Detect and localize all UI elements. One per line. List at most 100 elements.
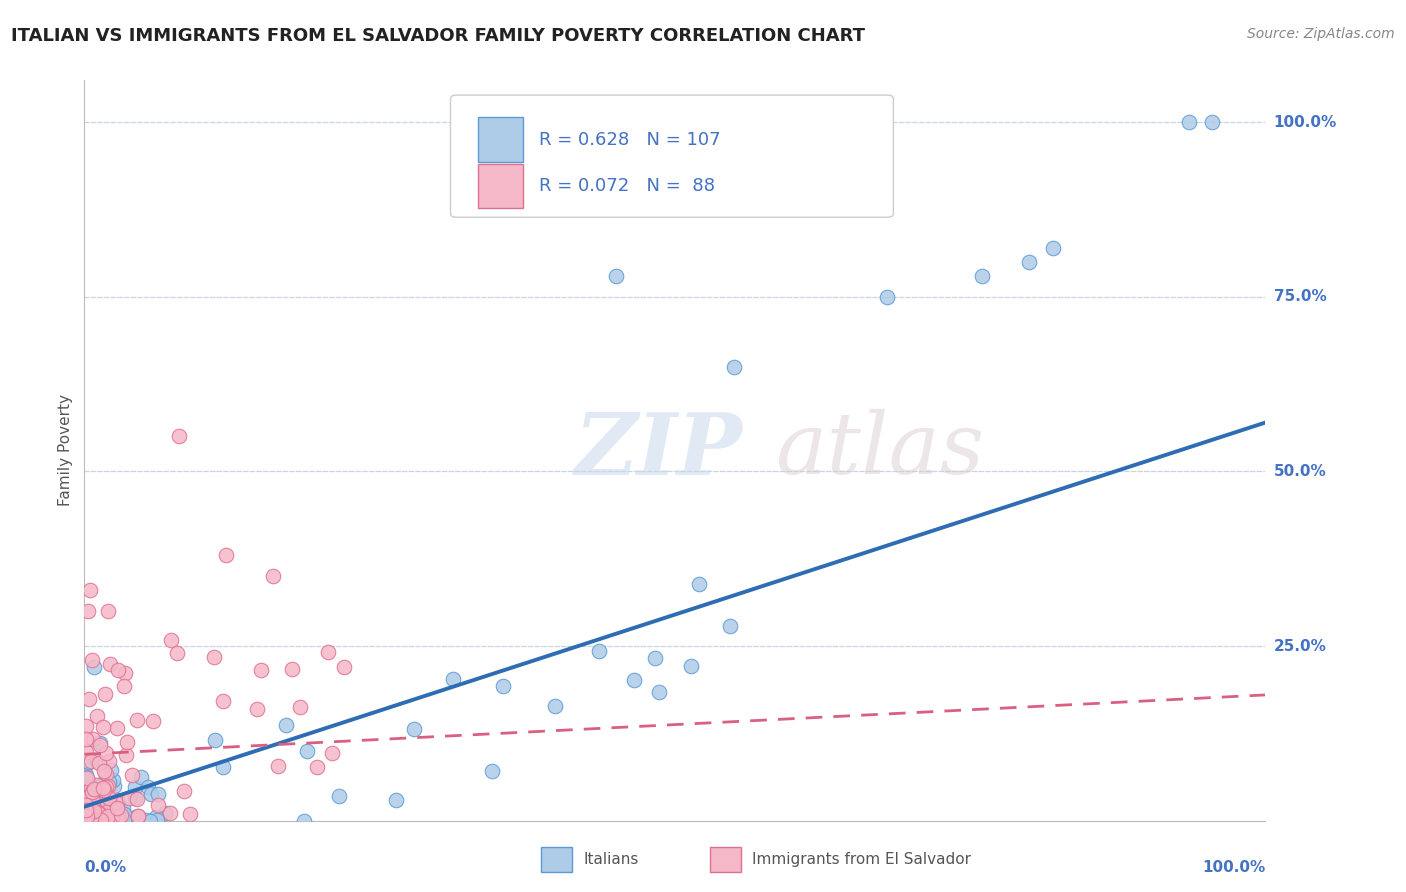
- FancyBboxPatch shape: [450, 95, 893, 218]
- Point: [179, 807, 201, 822]
- Point: [84, 797, 107, 812]
- Point: [77, 803, 100, 817]
- Point: [290, 699, 312, 714]
- Point: [77, 692, 100, 706]
- Point: [588, 644, 610, 658]
- Point: [103, 801, 125, 815]
- Point: [77, 790, 100, 805]
- Point: [82, 731, 104, 746]
- Point: [97, 790, 120, 805]
- Point: [127, 809, 149, 823]
- Point: [100, 764, 122, 778]
- Point: [97, 780, 120, 794]
- Point: [718, 619, 741, 633]
- Point: [481, 764, 503, 779]
- Point: [135, 813, 157, 827]
- Point: [100, 805, 122, 820]
- Point: [75, 801, 97, 815]
- Point: [77, 786, 100, 800]
- Point: [79, 583, 101, 598]
- Point: [93, 800, 115, 814]
- Point: [305, 759, 328, 773]
- Point: [114, 679, 136, 693]
- Point: [267, 758, 290, 772]
- Point: [105, 796, 128, 810]
- Point: [76, 808, 98, 822]
- Point: [86, 754, 108, 768]
- Point: [94, 687, 117, 701]
- Point: [75, 770, 97, 784]
- Point: [87, 756, 110, 771]
- Point: [166, 646, 188, 660]
- Point: [93, 780, 115, 795]
- Point: [105, 811, 128, 825]
- Point: [107, 812, 129, 826]
- Point: [83, 804, 105, 818]
- Point: [84, 796, 107, 810]
- Point: [83, 791, 105, 805]
- Point: [86, 805, 108, 819]
- Point: [87, 778, 110, 792]
- Point: [204, 733, 226, 747]
- Point: [84, 806, 107, 821]
- Point: [124, 810, 146, 824]
- Point: [76, 811, 98, 825]
- Point: [94, 780, 117, 795]
- Point: [87, 813, 110, 827]
- Point: [76, 771, 98, 785]
- Point: [118, 791, 141, 805]
- Point: [167, 429, 190, 443]
- Point: [688, 577, 710, 591]
- Point: [90, 810, 112, 824]
- FancyBboxPatch shape: [478, 118, 523, 161]
- Point: [75, 810, 97, 824]
- Point: [136, 780, 159, 795]
- Point: [80, 754, 103, 768]
- Point: [89, 802, 111, 816]
- Point: [80, 781, 103, 796]
- Point: [112, 813, 135, 827]
- Text: 100.0%: 100.0%: [1274, 115, 1337, 129]
- Point: [212, 694, 235, 708]
- Point: [86, 709, 108, 723]
- Point: [75, 719, 97, 733]
- Point: [76, 813, 98, 827]
- Point: [146, 797, 169, 812]
- Point: [644, 651, 666, 665]
- Point: [80, 812, 103, 826]
- Point: [105, 793, 128, 807]
- Point: [75, 810, 97, 824]
- Point: [87, 780, 110, 795]
- Point: [83, 660, 105, 674]
- Point: [86, 813, 108, 827]
- Point: [89, 736, 111, 750]
- Point: [328, 789, 350, 803]
- Point: [173, 784, 195, 798]
- Point: [146, 787, 169, 801]
- Point: [82, 796, 104, 810]
- Point: [876, 290, 898, 304]
- Text: 0.0%: 0.0%: [84, 860, 127, 874]
- Point: [138, 814, 160, 828]
- Point: [97, 802, 120, 816]
- Point: [103, 779, 125, 793]
- Point: [82, 804, 104, 818]
- Point: [77, 604, 100, 618]
- Text: ZIP: ZIP: [575, 409, 742, 492]
- Point: [124, 780, 146, 794]
- Point: [76, 812, 98, 826]
- Point: [91, 794, 114, 808]
- Point: [87, 794, 110, 808]
- Point: [79, 787, 101, 801]
- Text: atlas: atlas: [775, 409, 984, 491]
- Point: [295, 744, 318, 758]
- Point: [110, 808, 132, 822]
- Point: [87, 805, 110, 820]
- Point: [75, 803, 97, 817]
- Point: [75, 745, 97, 759]
- Text: 75.0%: 75.0%: [1274, 289, 1326, 304]
- Point: [93, 764, 115, 778]
- Text: R = 0.072   N =  88: R = 0.072 N = 88: [538, 178, 716, 195]
- Point: [274, 718, 297, 732]
- Point: [723, 359, 745, 374]
